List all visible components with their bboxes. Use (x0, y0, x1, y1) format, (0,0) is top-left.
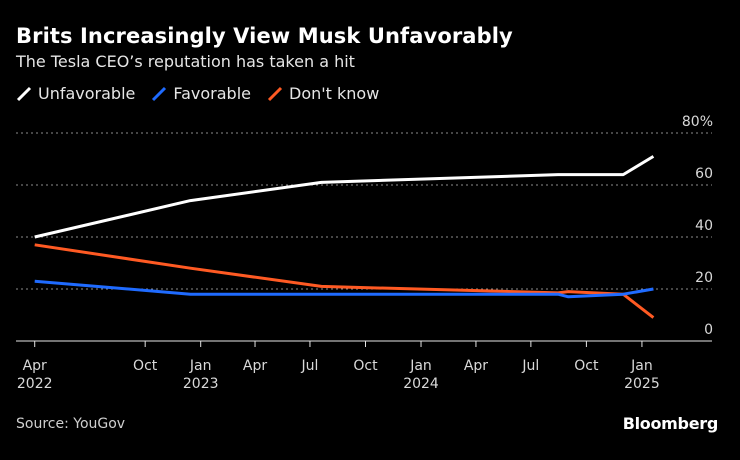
legend-item-unfavorable: Unfavorable (16, 84, 135, 103)
legend-item-dont-know: Don't know (267, 84, 379, 103)
legend-label-dont-know: Don't know (289, 84, 380, 103)
x-tick-year-10: 2025 (624, 376, 660, 392)
x-tick-label-3: Apr (243, 358, 267, 374)
legend-swatch-unfavorable (16, 86, 32, 101)
x-tick-year-2: 2023 (183, 376, 219, 392)
x-tick-label-2: Jan (189, 358, 212, 374)
x-axis: Apr 2022 Oct Jan 2023 Apr Jul Oct Jan 2024 Apr Jul O… (16, 340, 712, 392)
y-tick-label-20: 20 (695, 270, 713, 286)
legend-label-unfavorable: Unfavorable (38, 84, 136, 103)
legend-item-favorable: Favorable (151, 84, 251, 103)
series-line-unfavorable (34, 155, 655, 239)
x-tick-label-1: Oct (133, 358, 158, 374)
x-tick-label-10: Jan (630, 358, 653, 374)
y-tick-label-60: 60 (695, 166, 713, 182)
x-tick-label-4: Jul (301, 358, 319, 374)
chart-title: Brits Increasingly View Musk Unfavorably (16, 24, 513, 48)
x-tick-year-0: 2022 (17, 376, 53, 392)
chart-legend: Unfavorable Favorable Don't know (16, 84, 379, 103)
series-line-dont-know (34, 243, 655, 319)
y-tick-label-0: 0 (704, 322, 713, 338)
legend-label-favorable: Favorable (173, 84, 251, 103)
x-tick-label-7: Apr (464, 358, 488, 374)
source-note: Source: YouGov (16, 416, 126, 432)
series-line-favorable (34, 279, 654, 299)
y-tick-label-40: 40 (695, 218, 713, 234)
x-tick-label-5: Oct (353, 358, 378, 374)
x-tick-label-8: Jul (521, 358, 539, 374)
y-tick-label-80: 80% (682, 114, 713, 130)
legend-swatch-dont-know (267, 86, 283, 101)
x-tick-label-0: Apr (23, 358, 47, 374)
y-axis-labels: 0 20 40 60 80% (682, 114, 713, 338)
legend-swatch-favorable (152, 86, 167, 101)
x-tick-label-9: Oct (574, 358, 599, 374)
x-tick-label-6: Jan (409, 358, 432, 374)
gridlines (16, 132, 712, 290)
x-tick-year-6: 2024 (403, 376, 439, 392)
chart-subtitle: The Tesla CEO’s reputation has taken a h… (16, 52, 355, 71)
bloomberg-logo: Bloomberg (622, 414, 719, 433)
series-lines (34, 155, 655, 319)
